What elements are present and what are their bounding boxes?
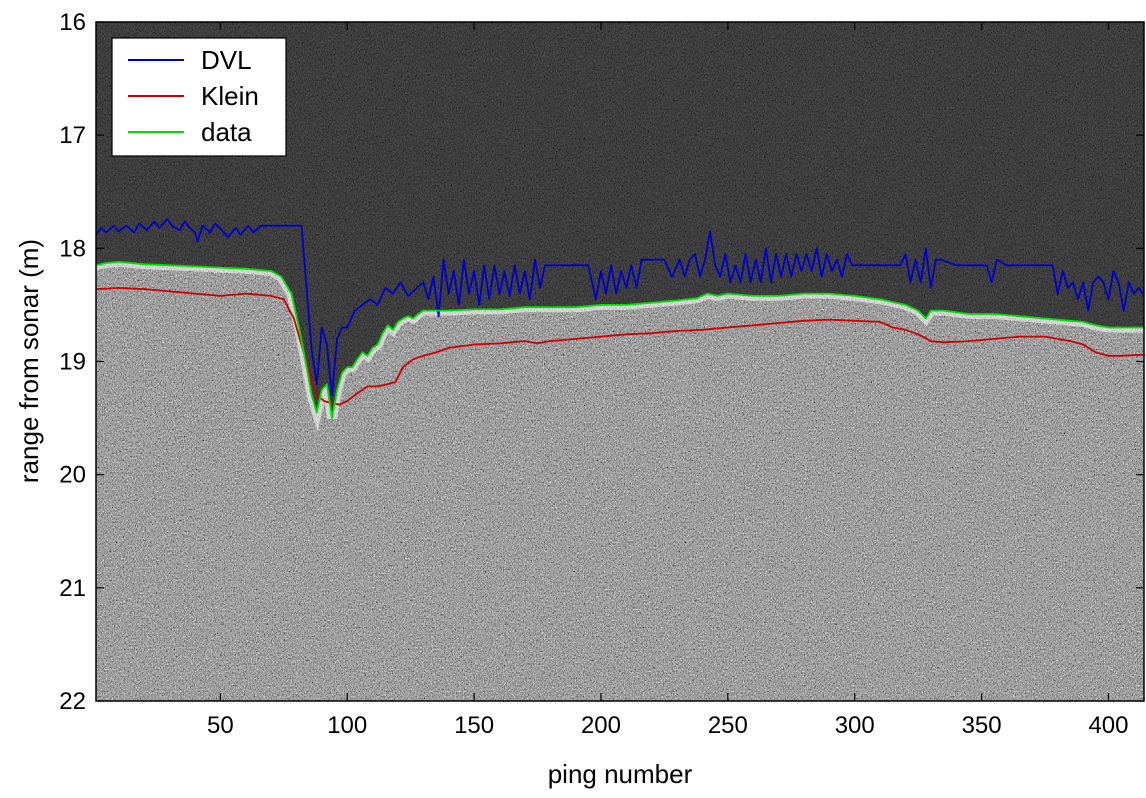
y-tick-label: 20 (59, 462, 86, 489)
legend-label-klein: Klein (201, 81, 259, 111)
y-axis: 16 17 18 19 20 21 22 (59, 9, 1144, 715)
x-tick-label: 150 (454, 712, 494, 739)
legend-label-dvl: DVL (201, 45, 252, 75)
series-line-dvl (96, 218, 1144, 397)
y-tick-label: 17 (59, 122, 86, 149)
x-tick-label: 200 (581, 712, 621, 739)
legend: DVL Klein data (111, 37, 287, 157)
x-axis-label: ping number (548, 759, 693, 789)
x-tick-label: 300 (835, 712, 875, 739)
series-line-klein (96, 287, 1144, 406)
x-tick-label: 50 (207, 712, 234, 739)
y-axis-label: range from sonar (m) (14, 239, 44, 483)
y-tick-label: 19 (59, 349, 86, 376)
y-tick-label: 21 (59, 575, 86, 602)
x-tick-label: 100 (327, 712, 367, 739)
series-layer (96, 218, 1144, 419)
legend-label-data: data (201, 117, 252, 147)
y-tick-label: 18 (59, 235, 86, 262)
y-tick-label: 16 (59, 9, 86, 36)
x-tick-label: 400 (1088, 712, 1128, 739)
x-tick-label: 350 (962, 712, 1002, 739)
series-line-data (96, 261, 1144, 419)
x-axis: 50 100 150 200 250 300 350 400 (207, 22, 1128, 739)
y-tick-label: 22 (59, 688, 86, 715)
x-tick-label: 250 (708, 712, 748, 739)
